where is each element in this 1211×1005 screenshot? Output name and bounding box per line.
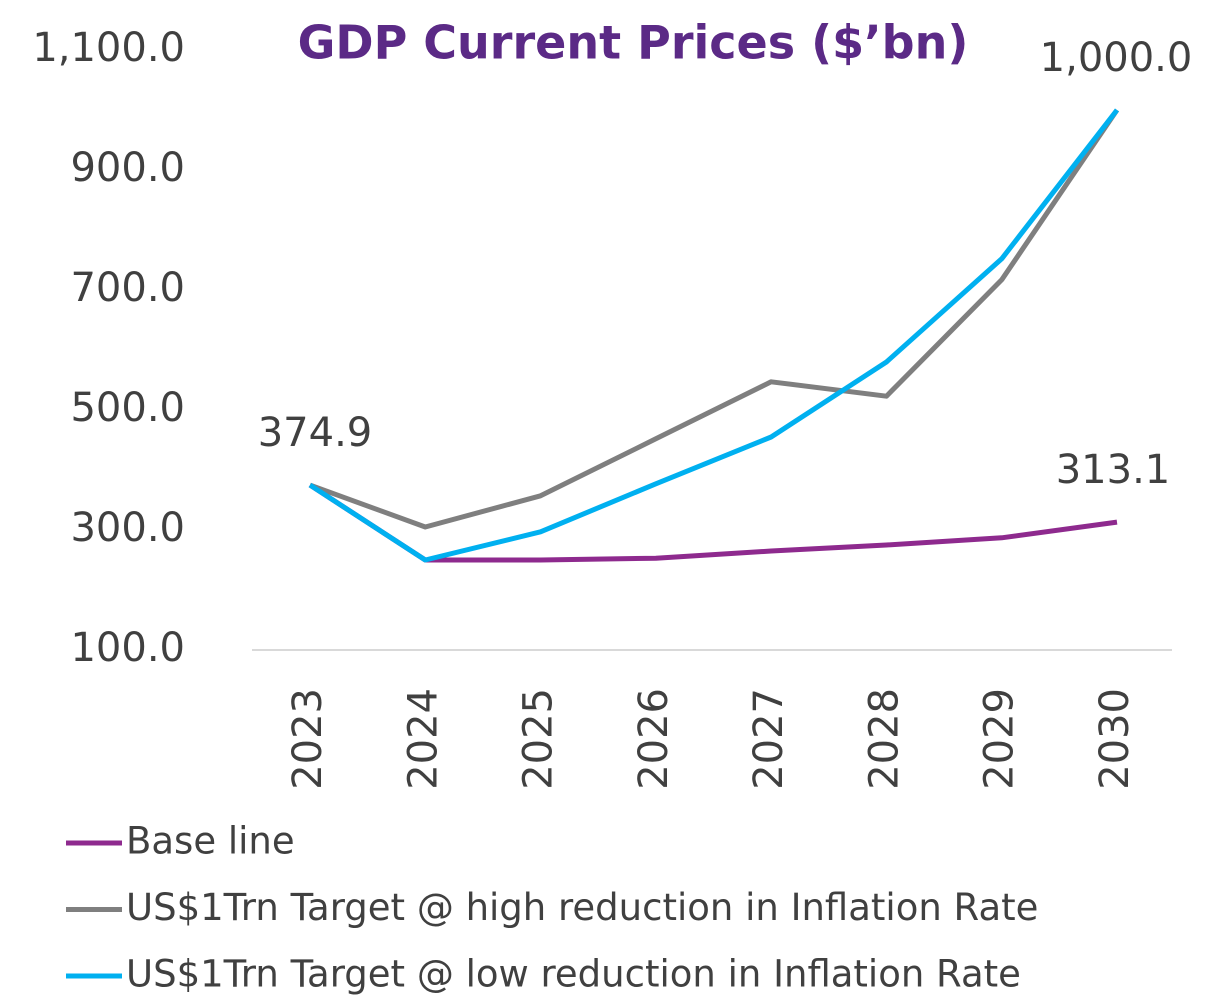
chart-title: GDP Current Prices ($’bn) [298, 16, 969, 70]
x-tick-label: 2025 [516, 688, 562, 790]
y-tick-label: 900.0 [70, 145, 185, 191]
x-tick-label: 2024 [400, 688, 446, 790]
legend-label: Base line [126, 820, 295, 863]
legend-label: US$1Trn Target @ low reduction in Inflat… [126, 953, 1021, 996]
x-tick-label: 2026 [631, 688, 677, 790]
y-tick-label: 500.0 [70, 385, 185, 431]
y-tick-label: 300.0 [70, 505, 185, 551]
y-tick-label: 1,100.0 [32, 25, 185, 71]
series-line [308, 482, 1118, 563]
series-line [309, 108, 1120, 530]
x-tick-label: 2030 [1092, 688, 1138, 790]
y-tick-label: 700.0 [70, 265, 185, 311]
x-tick-label: 2029 [977, 688, 1023, 790]
data-label: 374.9 [258, 410, 373, 456]
data-label: 313.1 [1056, 447, 1171, 493]
series-line [308, 108, 1119, 563]
x-tick-label: 2023 [285, 688, 331, 790]
x-tick-label: 2027 [746, 688, 792, 790]
data-label: 1,000.0 [1040, 35, 1193, 81]
x-tick-label: 2028 [861, 688, 907, 790]
legend-label: US$1Trn Target @ high reduction in Infla… [126, 886, 1038, 929]
y-tick-label: 100.0 [70, 625, 185, 671]
